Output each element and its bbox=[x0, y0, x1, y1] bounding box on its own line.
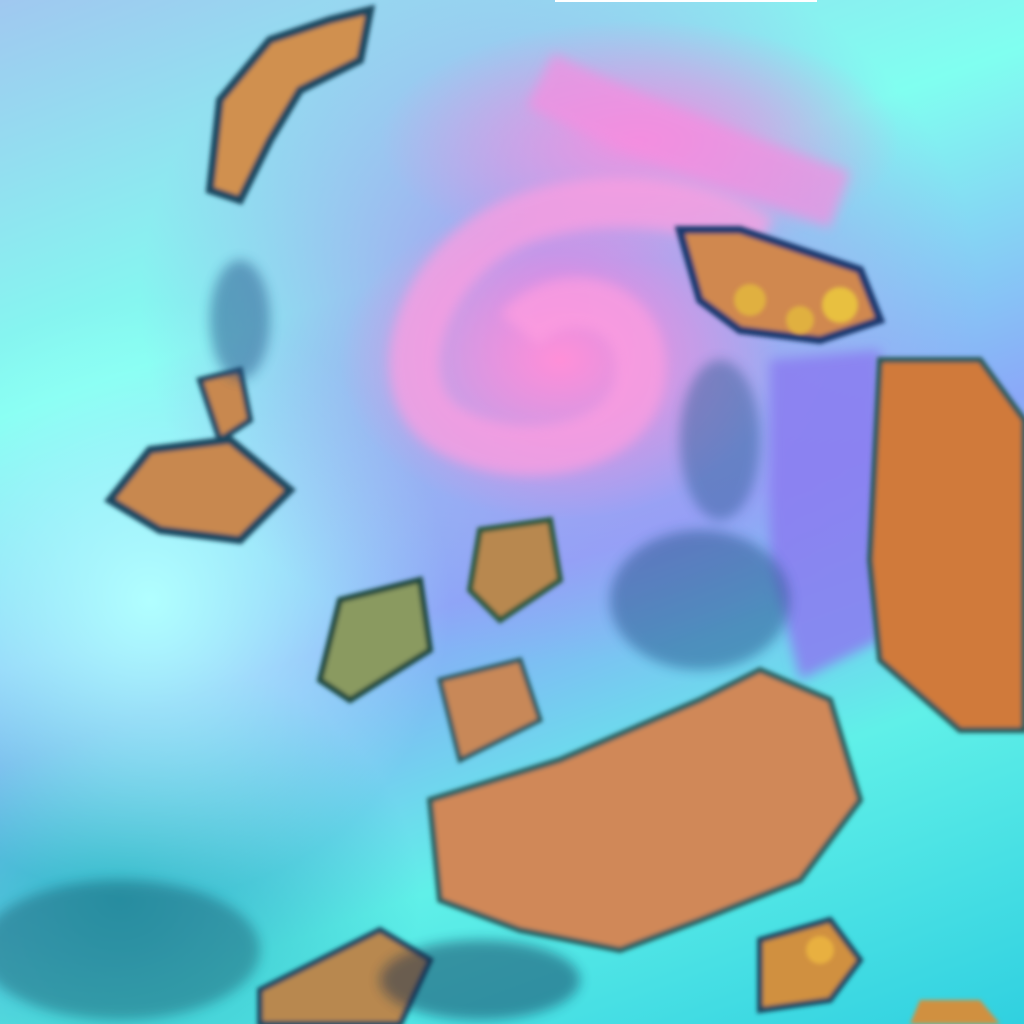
top-edge-strip bbox=[555, 0, 817, 2]
cyclone-swirl bbox=[389, 53, 851, 476]
convective-cells bbox=[734, 284, 858, 964]
violet-region bbox=[770, 350, 880, 680]
dark-texture bbox=[0, 260, 790, 1020]
low-cloud-patches bbox=[104, 4, 1024, 1024]
